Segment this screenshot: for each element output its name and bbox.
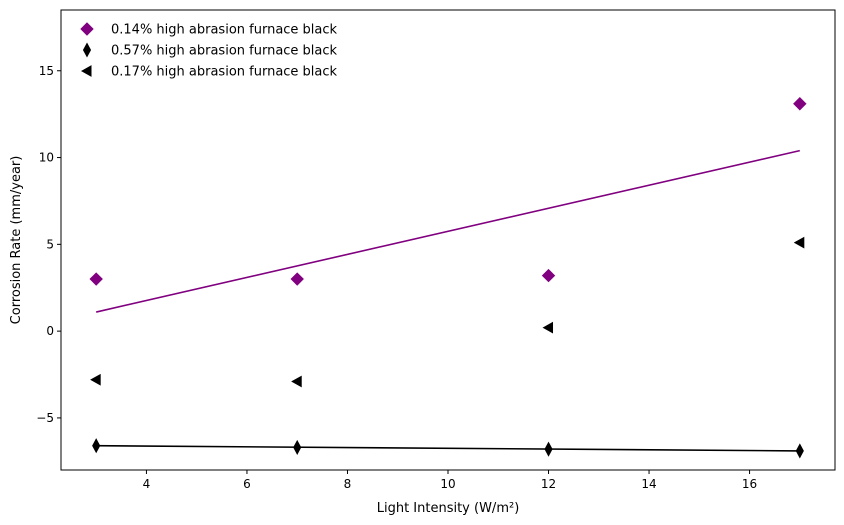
- y-tick-label: 0: [46, 324, 54, 338]
- x-tick-label: 8: [344, 477, 352, 491]
- x-tick-label: 6: [243, 477, 251, 491]
- x-tick-label: 14: [641, 477, 656, 491]
- data-point-series-1: [541, 268, 556, 283]
- trendline-series-1: [96, 149, 800, 313]
- legend-marker-1: [80, 22, 94, 36]
- legend-marker-3: [80, 65, 92, 77]
- data-point-series-3: [793, 236, 805, 249]
- data-point-series-1: [89, 272, 103, 286]
- y-tick-label: 10: [39, 151, 54, 165]
- y-tick-label: 5: [46, 237, 54, 251]
- x-axis-label: Light Intensity (W/m²): [377, 501, 520, 516]
- legend-label: 0.17% high abrasion furnace black: [111, 65, 338, 80]
- legend-label: 0.57% high abrasion furnace black: [111, 44, 338, 59]
- x-tick-label: 10: [440, 477, 455, 491]
- data-point-series-2: [92, 438, 101, 454]
- data-point-series-3: [291, 375, 302, 388]
- trendlines: [96, 149, 800, 452]
- y-axis-ticks: −5 0 5 10 15: [36, 64, 61, 425]
- y-axis-label: Corrosion Rate (mm/year): [9, 156, 24, 325]
- y-tick-label: 15: [39, 64, 54, 78]
- legend-label: 0.14% high abrasion furnace black: [111, 23, 338, 38]
- data-point-series-1: [793, 97, 807, 111]
- data-point-series-2: [795, 443, 804, 459]
- data-points: [89, 97, 807, 459]
- data-point-series-1: [290, 272, 304, 286]
- legend: 0.14% high abrasion furnace black 0.57% h…: [80, 22, 338, 80]
- x-axis-ticks: 4 6 8 10 12 14 16: [143, 470, 757, 491]
- y-tick-label: −5: [36, 411, 54, 425]
- x-tick-label: 4: [143, 477, 151, 491]
- data-point-series-3: [542, 321, 554, 334]
- x-tick-label: 12: [541, 477, 556, 491]
- data-point-series-3: [90, 373, 101, 386]
- data-point-series-2: [544, 441, 553, 457]
- x-tick-label: 16: [742, 477, 757, 491]
- data-point-series-2: [293, 439, 302, 455]
- legend-marker-2: [82, 42, 92, 58]
- trendline-series-2: [96, 444, 800, 452]
